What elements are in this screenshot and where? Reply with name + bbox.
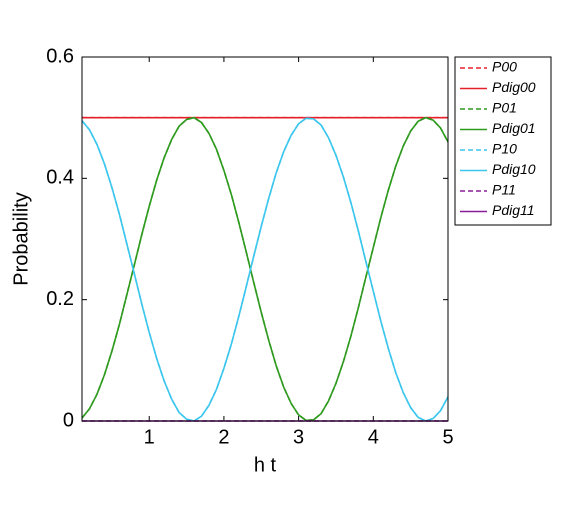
legend-label: P11 <box>492 182 516 198</box>
legend-label: Pdig11 <box>492 202 535 218</box>
y-tick-label: 0.6 <box>46 45 74 67</box>
legend-label: Pdig00 <box>492 79 536 95</box>
plot-frame <box>81 56 449 422</box>
x-tick-label: 2 <box>218 426 229 448</box>
legend-label: P00 <box>492 59 517 75</box>
legend-label: Pdig10 <box>492 161 536 177</box>
x-tick-label: 1 <box>144 426 155 448</box>
y-tick-label: 0 <box>63 409 74 431</box>
series-line <box>81 116 449 422</box>
legend-box <box>454 56 552 226</box>
x-tick-label: 4 <box>368 426 379 448</box>
y-tick-label: 0.4 <box>46 167 74 189</box>
y-tick-label: 0.2 <box>46 288 74 310</box>
legend-label: P01 <box>492 100 517 116</box>
series-line <box>81 117 449 422</box>
legend-label: P10 <box>492 141 517 157</box>
legend-label: Pdig01 <box>492 120 536 136</box>
x-tick-label: 3 <box>293 426 304 448</box>
x-axis-label: h t <box>254 454 277 476</box>
x-tick-label: 5 <box>442 426 453 448</box>
y-axis-label: Probability <box>10 192 32 285</box>
